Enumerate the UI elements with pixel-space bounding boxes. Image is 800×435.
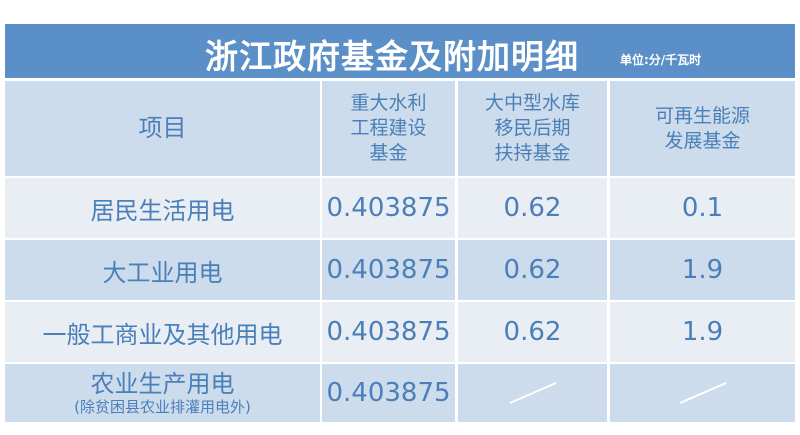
value-cell: 0.403875 bbox=[322, 178, 455, 238]
row-label: 大工业用电 bbox=[5, 240, 320, 300]
cell-text: 农业生产用电 bbox=[90, 370, 235, 398]
empty-slash-icon bbox=[509, 382, 556, 404]
cell-text: 1.9 bbox=[681, 255, 724, 285]
cell-text: 基金 bbox=[369, 142, 408, 164]
cell-text: 0.403875 bbox=[326, 378, 451, 408]
cell-text: 0.403875 bbox=[326, 193, 451, 223]
cell-text: 0.403875 bbox=[326, 317, 451, 347]
column-header: 重大水利工程建设基金 bbox=[322, 81, 455, 176]
cell-text: 居民生活用电 bbox=[90, 196, 235, 225]
row-label: 农业生产用电 (除贫困县农业排灌用电外) bbox=[5, 364, 320, 422]
value-cell: 0.1 bbox=[610, 178, 795, 238]
cell-text: 一般工商业及其他用电 bbox=[42, 320, 283, 349]
cell-text: 移民后期 bbox=[494, 117, 571, 139]
value-cell: 0.403875 bbox=[322, 240, 455, 300]
row-label: 一般工商业及其他用电 bbox=[5, 302, 320, 362]
cell-text: 0.62 bbox=[503, 255, 562, 285]
table-title: 浙江政府基金及附加明细 bbox=[205, 37, 579, 76]
cell-text: 0.403875 bbox=[326, 255, 451, 285]
cell-text: 0.62 bbox=[503, 317, 562, 347]
cell-text: 发展基金 bbox=[664, 129, 741, 152]
column-header: 项目 bbox=[5, 81, 320, 176]
value-cell: 0.62 bbox=[458, 302, 607, 362]
cell-text: 0.1 bbox=[681, 193, 724, 223]
cell-text: 工程建设 bbox=[350, 117, 427, 139]
value-cell: 0.62 bbox=[458, 240, 607, 300]
value-cell: 0.403875 bbox=[322, 302, 455, 362]
empty-slash-icon bbox=[679, 382, 726, 404]
cell-text: 可再生能源 bbox=[654, 104, 750, 127]
row-label: 居民生活用电 bbox=[5, 178, 320, 238]
cell-text: 扶持基金 bbox=[494, 142, 571, 164]
column-header: 可再生能源 发展基金 bbox=[610, 81, 795, 176]
cell-text: 0.62 bbox=[503, 193, 562, 223]
column-header: 大中型水库移民后期扶持基金 bbox=[458, 81, 607, 176]
value-cell bbox=[610, 364, 795, 422]
cell-text: 1.9 bbox=[681, 317, 724, 347]
cell-text: 大中型水库 bbox=[484, 92, 580, 114]
value-cell: 1.9 bbox=[610, 240, 795, 300]
value-cell: 0.62 bbox=[458, 178, 607, 238]
cell-text: 重大水利 bbox=[350, 92, 427, 114]
cell-text: 大工业用电 bbox=[102, 258, 223, 287]
unit-label: 单位:分/千瓦时 bbox=[620, 53, 702, 67]
value-cell: 0.403875 bbox=[322, 364, 455, 422]
value-cell: 1.9 bbox=[610, 302, 795, 362]
value-cell bbox=[458, 364, 607, 422]
table-title-bar: 浙江政府基金及附加明细 单位:分/千瓦时 bbox=[5, 24, 795, 78]
cell-text: (除贫困县农业排灌用电外) bbox=[74, 398, 251, 416]
cell-text: 项目 bbox=[138, 114, 187, 142]
